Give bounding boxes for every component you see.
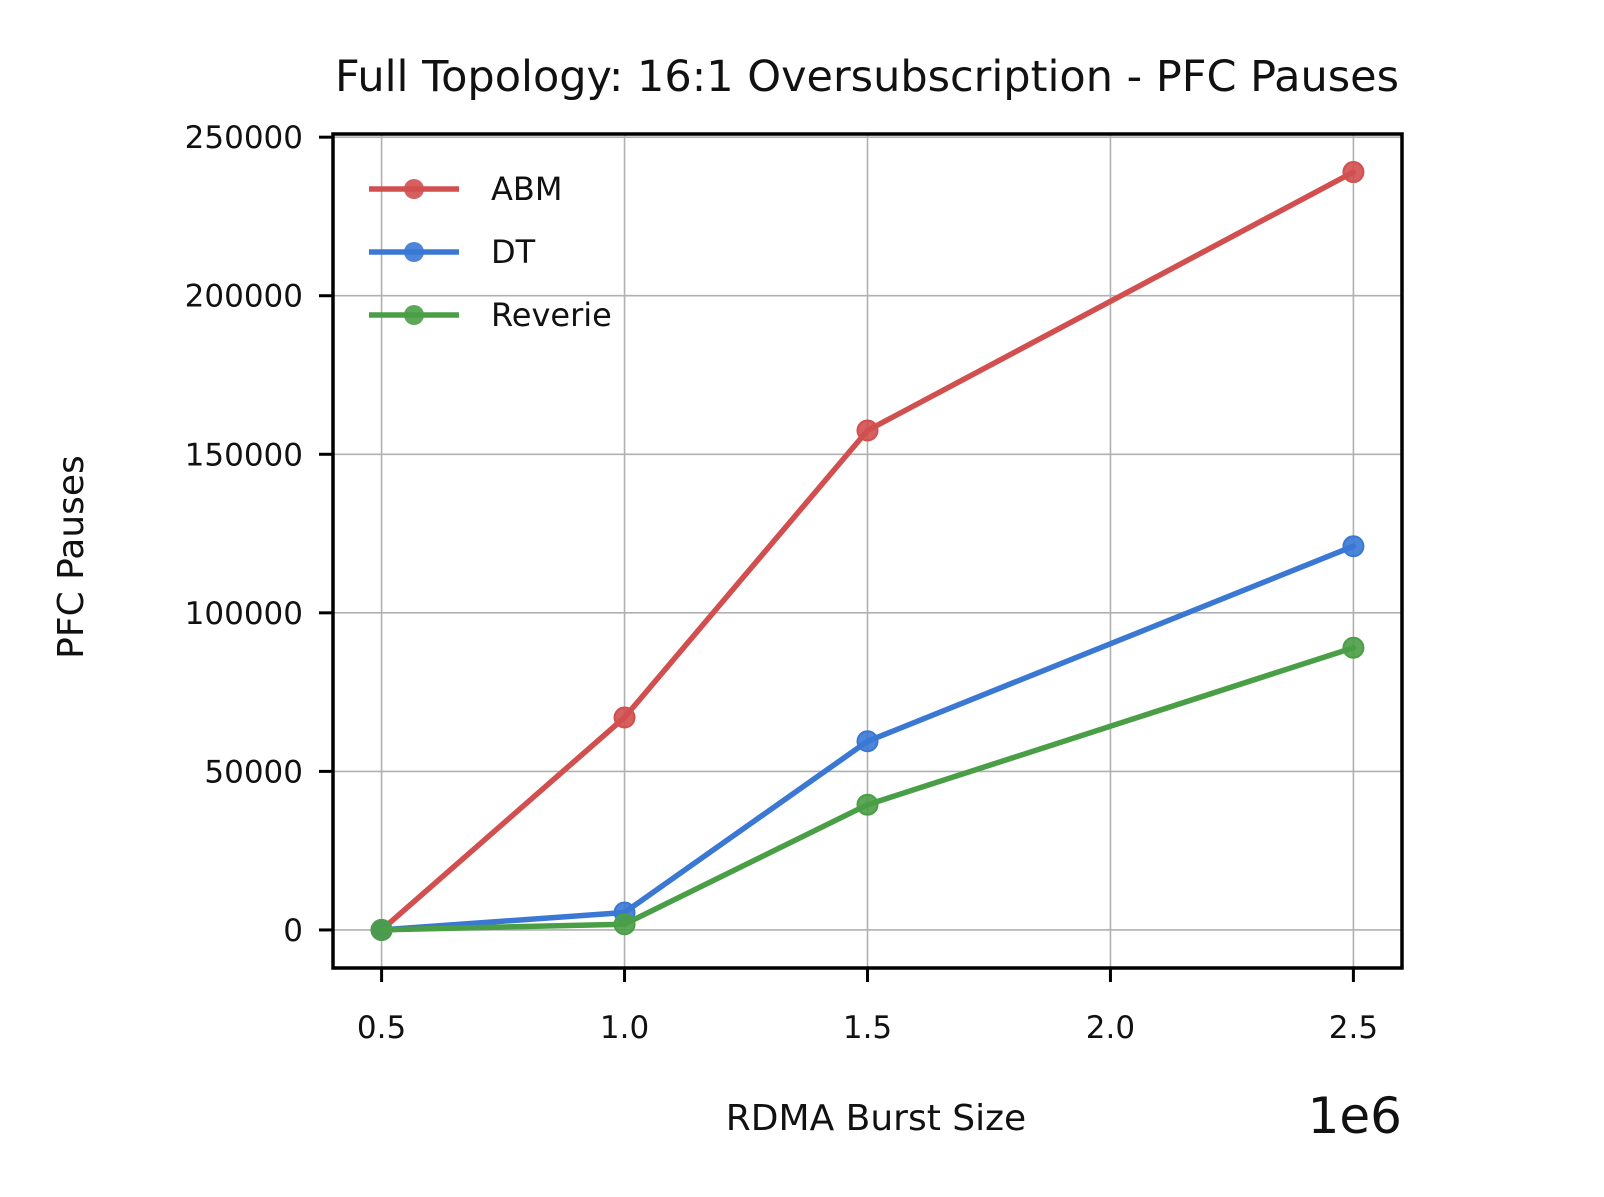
x-tick-label: 0.5 (357, 1010, 406, 1046)
y-tick-label: 150000 (185, 437, 303, 473)
legend-item-dt: DT (369, 233, 536, 271)
x-axis-offset-label: 1e6 (1308, 1087, 1402, 1145)
legend-marker (404, 242, 424, 262)
data-point-abm (1342, 161, 1365, 184)
data-point-reverie (856, 793, 879, 816)
x-tick-label: 1.0 (600, 1010, 649, 1046)
legend: ABM DT Reverie (369, 170, 612, 334)
legend-marker (404, 305, 424, 325)
y-tick-label: 100000 (185, 596, 303, 632)
x-tick-label: 2.0 (1086, 1010, 1135, 1046)
y-tick-label: 0 (283, 913, 303, 949)
plot-frame (331, 132, 1404, 970)
x-tick-label: 1.5 (843, 1010, 892, 1046)
data-point-dt (856, 730, 879, 753)
series-line-abm (378, 169, 1357, 933)
series-line-reverie (378, 644, 1357, 933)
data-point-abm (613, 706, 636, 729)
legend-marker (404, 179, 424, 199)
data-point-abm (856, 419, 879, 442)
y-axis-title: PFC Pauses (51, 455, 92, 659)
series-reverie (370, 636, 1365, 941)
chart-title: Full Topology: 16:1 Oversubscription - P… (335, 52, 1399, 102)
legend-item-reverie: Reverie (369, 296, 612, 334)
data-point-reverie (370, 918, 393, 941)
x-axis-title: RDMA Burst Size (726, 1098, 1026, 1139)
legend-label: DT (491, 233, 536, 271)
x-tick-label: 2.5 (1329, 1010, 1378, 1046)
y-tick-label: 200000 (185, 279, 303, 315)
data-point-reverie (613, 913, 636, 936)
legend-item-abm: ABM (369, 170, 562, 208)
data-point-dt (1342, 535, 1365, 558)
data-point-reverie (1342, 636, 1365, 659)
series-lines (370, 161, 1365, 941)
y-tick-label: 50000 (204, 754, 303, 790)
y-tick-label: 250000 (185, 120, 303, 156)
legend-label: ABM (491, 170, 562, 208)
legend-label: Reverie (491, 296, 612, 334)
axis-ticks: 0.5 1.0 1.5 2.0 2.5 0 50000 100000 150000 200000 2… (185, 120, 1378, 1046)
series-line-dt (378, 543, 1357, 933)
